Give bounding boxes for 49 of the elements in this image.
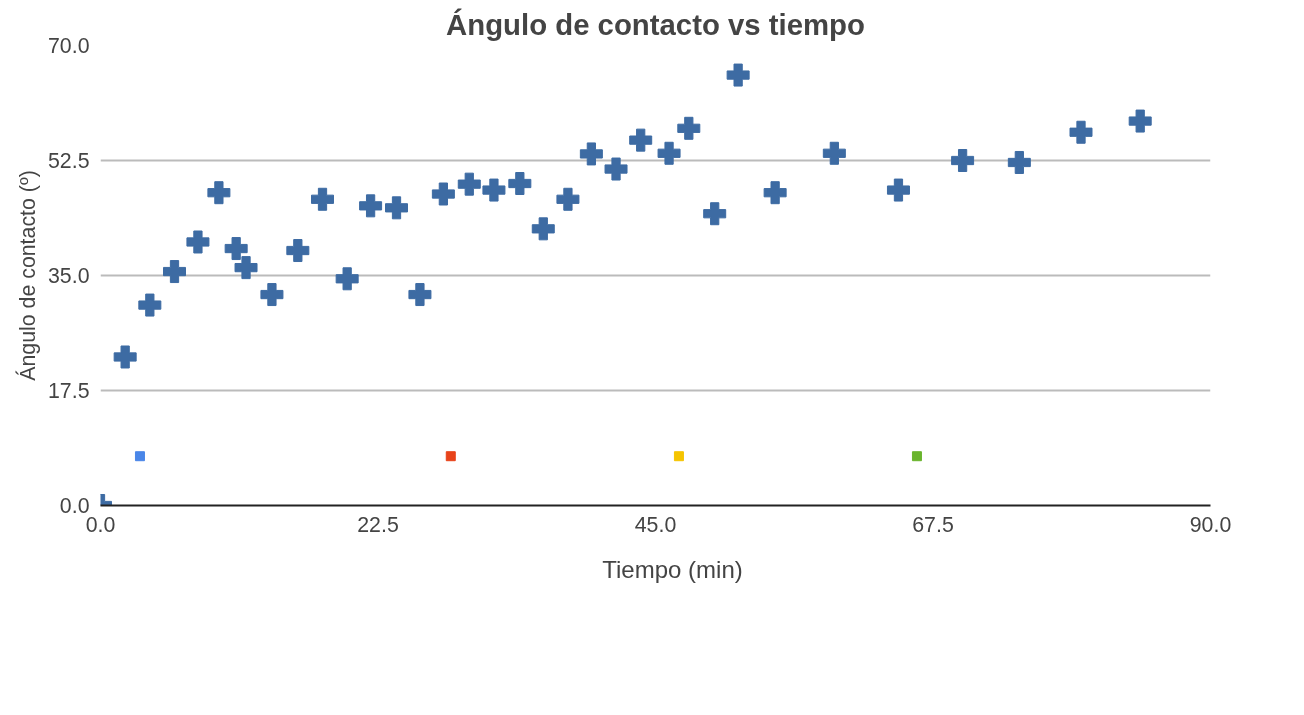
point <box>335 267 359 291</box>
y-tick-label: 35.0 <box>47 264 90 288</box>
y-axis-title: Ángulo de contacto (º) <box>14 170 40 381</box>
point <box>207 181 231 205</box>
point <box>1128 109 1152 133</box>
x-tick-label: 67.5 <box>912 512 954 537</box>
point <box>260 283 284 307</box>
point <box>531 217 555 241</box>
point <box>224 237 248 261</box>
point <box>677 116 701 140</box>
point <box>311 187 334 211</box>
text: Tiempo (min) <box>602 556 743 584</box>
point <box>629 128 653 152</box>
point <box>911 451 922 462</box>
x-tick-label: 90.0 <box>1189 512 1232 537</box>
point <box>457 172 481 196</box>
point <box>579 142 603 166</box>
point <box>673 451 684 462</box>
x-tick-label: 22.5 <box>357 512 399 537</box>
point <box>482 178 506 202</box>
point <box>508 172 532 195</box>
point <box>234 256 258 280</box>
point <box>822 141 846 165</box>
point <box>886 178 910 202</box>
chart-title: Ángulo de contacto vs tiempo <box>446 7 865 41</box>
point <box>138 293 162 317</box>
point <box>1069 120 1093 144</box>
point <box>604 157 628 181</box>
point <box>431 182 455 206</box>
y-tick-label: 52.5 <box>47 149 90 173</box>
point <box>408 283 432 307</box>
point <box>359 194 383 218</box>
x-tick-label: 45.0 <box>634 512 677 537</box>
point <box>951 149 975 172</box>
point <box>703 202 727 226</box>
point <box>445 451 456 462</box>
y-tick-label: 17.5 <box>47 379 90 403</box>
point <box>657 141 681 165</box>
point <box>113 345 137 369</box>
point <box>1007 150 1031 174</box>
point <box>763 181 787 205</box>
point <box>134 451 145 462</box>
point <box>385 196 408 220</box>
point <box>163 260 186 284</box>
point <box>726 63 750 87</box>
point <box>186 230 210 254</box>
point <box>286 239 310 263</box>
point <box>556 187 580 211</box>
y-tick-label: 70.0 <box>47 34 90 58</box>
